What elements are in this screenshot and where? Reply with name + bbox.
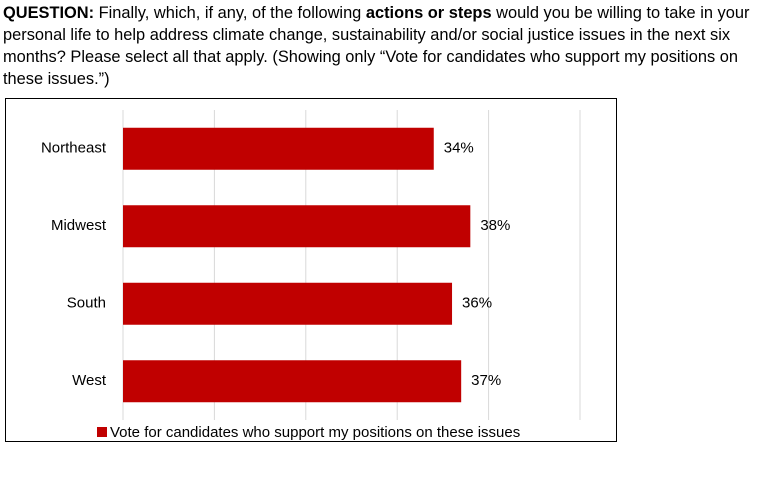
bar (123, 127, 434, 170)
y-tick-label: South (67, 295, 106, 312)
question: QUESTION: Finally, which, if any, of the… (3, 2, 769, 90)
y-tick-label: Midwest (51, 217, 107, 234)
question-emphasis: actions or steps (365, 4, 492, 22)
data-label: 37% (471, 372, 501, 389)
bar (123, 205, 471, 248)
bar (123, 282, 453, 325)
data-label: 38% (480, 217, 510, 234)
legend-label: Vote for candidates who support my posit… (110, 424, 520, 441)
data-label: 36% (462, 295, 492, 312)
y-tick-label: Northeast (41, 140, 107, 157)
question-text: would you be willing to take in your per… (3, 4, 750, 88)
question-label: QUESTION: (3, 4, 95, 22)
data-label: 34% (444, 140, 474, 157)
question-text: Finally, which, if any, of the following (98, 4, 366, 22)
bar (123, 360, 462, 403)
y-tick-label: West (72, 372, 107, 389)
chart-frame (5, 98, 617, 442)
legend-swatch (97, 427, 107, 437)
